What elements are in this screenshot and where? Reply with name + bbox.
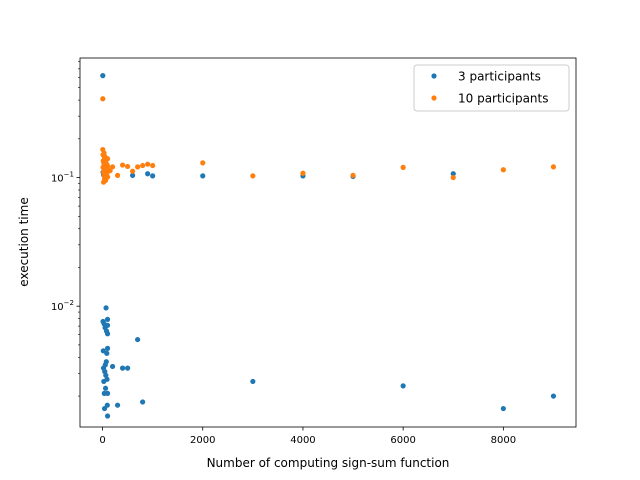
point-3-participants xyxy=(500,405,506,412)
x-tick-label: 0 xyxy=(99,435,105,446)
y-axis-label: execution time xyxy=(17,197,31,286)
point-3-participants xyxy=(103,305,109,311)
point-3-participants xyxy=(104,345,111,351)
axes-frame xyxy=(79,57,577,428)
plot-area xyxy=(80,58,576,427)
point-3-participants xyxy=(103,372,109,378)
point-3-participants xyxy=(104,413,111,419)
point-3-participants xyxy=(104,331,111,337)
y-tick-label: 10−2 xyxy=(51,299,74,313)
x-tick-label: 2000 xyxy=(190,435,215,446)
point-10-participants xyxy=(125,163,131,170)
point-3-participants xyxy=(104,350,110,356)
point-3-participants xyxy=(104,402,110,408)
point-3-participants xyxy=(104,322,111,328)
point-10-participants xyxy=(104,174,111,180)
point-10-participants xyxy=(100,96,106,102)
point-3-participants xyxy=(250,378,256,385)
point-10-participants xyxy=(200,160,206,166)
point-3-participants xyxy=(450,171,456,177)
point-3-participants xyxy=(150,173,156,179)
point-3-participants xyxy=(102,385,109,391)
point-10-participants xyxy=(450,174,456,181)
point-3-participants xyxy=(125,365,131,371)
point-10-participants xyxy=(250,173,256,179)
x-tick-label: 8000 xyxy=(491,435,516,446)
point-3-participants xyxy=(119,365,126,371)
point-10-participants xyxy=(400,164,406,170)
point-10-participants xyxy=(104,156,111,162)
point-10-participants xyxy=(140,162,146,169)
point-10-participants xyxy=(500,167,506,173)
point-3-participants xyxy=(200,173,206,179)
point-10-participants xyxy=(104,163,111,170)
point-3-participants xyxy=(104,376,110,382)
point-3-participants xyxy=(400,383,406,389)
point-10-participants xyxy=(300,170,306,176)
point-3-participants xyxy=(550,393,557,399)
point-3-participants xyxy=(104,316,111,322)
point-10-participants xyxy=(114,172,121,178)
point-3-participants xyxy=(104,390,111,396)
y-tick-label: 10−1 xyxy=(51,171,74,185)
legend-label-10-participants: 10 participants xyxy=(458,92,549,106)
legend-label-3-participants: 3 participants xyxy=(458,70,541,84)
x-axis-ticks: 0 2000 4000 6000 8000 xyxy=(99,427,516,446)
x-tick-label: 4000 xyxy=(290,435,315,446)
point-3-participants xyxy=(145,171,151,177)
point-3-participants xyxy=(130,172,136,178)
legend-marker-10-participants xyxy=(431,95,437,101)
point-3-participants xyxy=(100,73,106,79)
point-10-participants xyxy=(150,162,156,169)
point-3-participants xyxy=(135,336,141,343)
legend: 3 participants 10 participants xyxy=(413,64,570,112)
point-10-participants xyxy=(109,164,116,170)
point-10-participants xyxy=(119,162,126,168)
point-10-participants xyxy=(350,172,356,178)
point-3-participants xyxy=(140,399,146,405)
legend-marker-3-participants xyxy=(431,73,437,79)
x-tick-label: 6000 xyxy=(390,435,415,446)
point-10-participants xyxy=(145,161,151,167)
point-10-participants xyxy=(135,164,141,170)
point-10-participants xyxy=(550,164,557,170)
point-10-participants xyxy=(130,168,136,174)
x-axis-label: Number of computing sign-sum function xyxy=(207,456,450,470)
point-3-participants xyxy=(103,359,109,365)
point-3-participants xyxy=(114,402,121,408)
series-10-participants xyxy=(100,96,557,185)
point-3-participants xyxy=(109,363,116,370)
point-10-participants xyxy=(107,168,113,174)
legend-box xyxy=(413,64,570,112)
